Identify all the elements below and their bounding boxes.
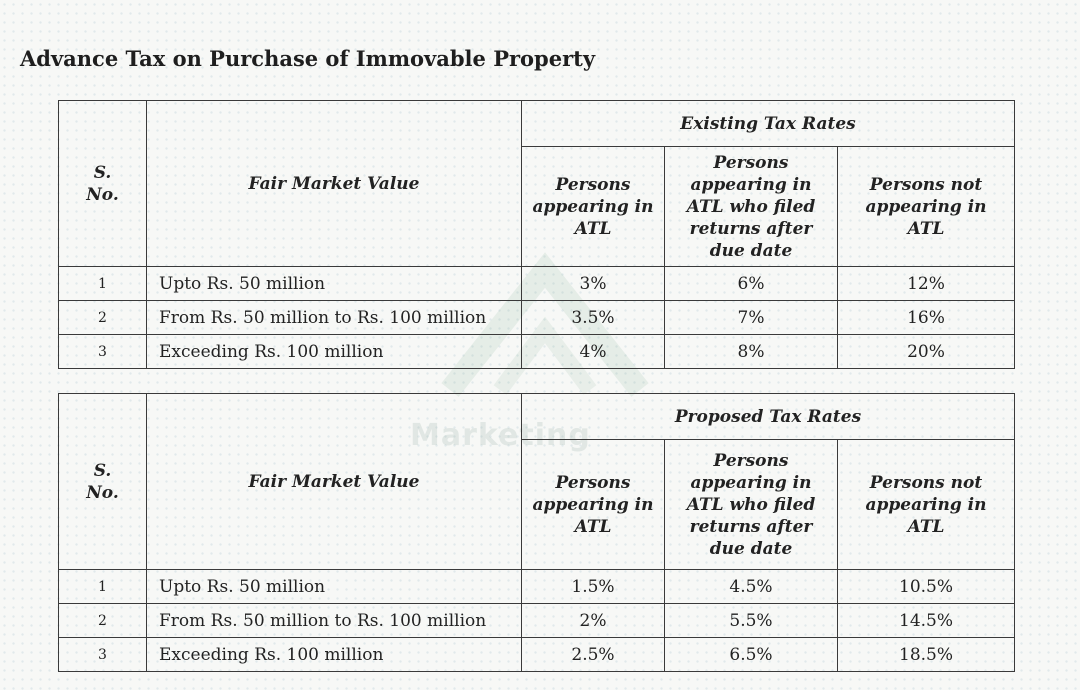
rate-non-atl: 20% — [836, 334, 1016, 369]
rate-non-atl: 18.5% — [836, 637, 1016, 672]
fmv-header: Fair Market Value — [146, 393, 522, 570]
rate-non-atl: 16% — [836, 300, 1016, 335]
rate-atl: 1.5% — [521, 569, 665, 604]
group-header-existing: Existing Tax Rates — [520, 100, 1016, 147]
rate-atl: 3% — [521, 266, 665, 301]
col-persons-atl-header: Persons appearing in ATL — [521, 146, 665, 267]
group-header-proposed: Proposed Tax Rates — [520, 393, 1016, 440]
row-fmv: Upto Rs. 50 million — [146, 266, 522, 301]
col-persons-non-atl-header: Persons not appearing in ATL — [836, 146, 1016, 267]
col-persons-atl-header: Persons appearing in ATL — [521, 439, 665, 570]
row-sno: 2 — [58, 300, 147, 335]
col-persons-late-header: Persons appearing in ATL who filed retur… — [664, 146, 838, 267]
row-sno: 2 — [58, 603, 147, 638]
table-row: 3 Exceeding Rs. 100 million 4% 8% 20% — [58, 334, 1016, 369]
rate-atl: 2.5% — [521, 637, 665, 672]
table-row: 1 Upto Rs. 50 million 1.5% 4.5% 10.5% — [58, 569, 1016, 604]
sno-header: S. No. — [58, 100, 147, 267]
rate-atl: 2% — [521, 603, 665, 638]
fmv-header: Fair Market Value — [146, 100, 522, 267]
row-fmv: From Rs. 50 million to Rs. 100 million — [146, 300, 522, 335]
row-fmv: From Rs. 50 million to Rs. 100 million — [146, 603, 522, 638]
rate-non-atl: 10.5% — [836, 569, 1016, 604]
row-sno: 3 — [58, 637, 147, 672]
rate-non-atl: 12% — [836, 266, 1016, 301]
col-persons-late-header: Persons appearing in ATL who filed retur… — [664, 439, 838, 570]
rate-late-filer: 6.5% — [664, 637, 838, 672]
row-sno: 1 — [58, 569, 147, 604]
row-fmv: Exceeding Rs. 100 million — [146, 334, 522, 369]
row-fmv: Upto Rs. 50 million — [146, 569, 522, 604]
col-persons-non-atl-header: Persons not appearing in ATL — [836, 439, 1016, 570]
existing-rates-table: S. No. Fair Market Value Existing Tax Ra… — [58, 100, 1016, 369]
row-sno: 1 — [58, 266, 147, 301]
rate-atl: 3.5% — [521, 300, 665, 335]
rate-late-filer: 5.5% — [664, 603, 838, 638]
sno-header: S. No. — [58, 393, 147, 570]
table-row: 1 Upto Rs. 50 million 3% 6% 12% — [58, 266, 1016, 301]
table-row: 3 Exceeding Rs. 100 million 2.5% 6.5% 18… — [58, 637, 1016, 672]
rate-late-filer: 7% — [664, 300, 838, 335]
rate-late-filer: 8% — [664, 334, 838, 369]
rate-late-filer: 6% — [664, 266, 838, 301]
rate-non-atl: 14.5% — [836, 603, 1016, 638]
rate-late-filer: 4.5% — [664, 569, 838, 604]
row-sno: 3 — [58, 334, 147, 369]
proposed-rates-table: S. No. Fair Market Value Proposed Tax Ra… — [58, 393, 1016, 672]
page-title: Advance Tax on Purchase of Immovable Pro… — [20, 46, 596, 71]
row-fmv: Exceeding Rs. 100 million — [146, 637, 522, 672]
rate-atl: 4% — [521, 334, 665, 369]
table-row: 2 From Rs. 50 million to Rs. 100 million… — [58, 603, 1016, 638]
table-row: 2 From Rs. 50 million to Rs. 100 million… — [58, 300, 1016, 335]
